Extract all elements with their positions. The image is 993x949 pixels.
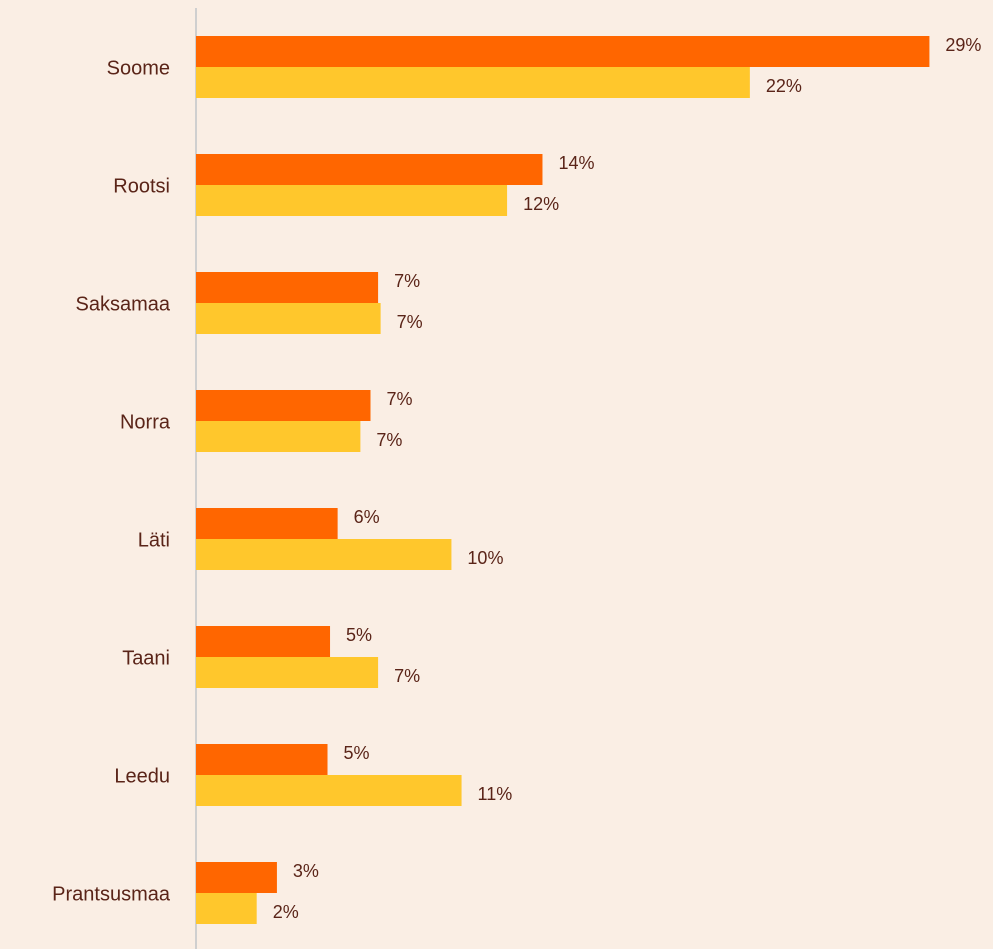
value-label: 29%	[945, 35, 981, 55]
bar	[196, 744, 328, 775]
category-label: Prantsusmaa	[52, 883, 171, 905]
bar	[196, 421, 361, 452]
bar	[196, 185, 508, 216]
bar	[196, 390, 371, 421]
bar	[196, 154, 543, 185]
value-label: 5%	[344, 743, 370, 763]
value-label: 10%	[467, 548, 503, 568]
category-label: Rootsi	[113, 175, 170, 197]
value-label: 6%	[354, 507, 380, 527]
bar	[196, 303, 381, 334]
value-label: 3%	[293, 861, 319, 881]
value-label: 2%	[273, 902, 299, 922]
value-label: 14%	[558, 153, 594, 173]
category-label: Taani	[122, 647, 170, 669]
category-label: Norra	[120, 411, 171, 433]
value-label: 11%	[478, 784, 513, 804]
value-label: 7%	[387, 389, 413, 409]
category-label: Leedu	[114, 765, 170, 787]
value-label: 22%	[766, 76, 802, 96]
value-label: 7%	[394, 666, 420, 686]
bar	[196, 36, 930, 67]
value-label: 7%	[394, 271, 420, 291]
bar	[196, 626, 331, 657]
bar	[196, 893, 257, 924]
value-label: 7%	[397, 312, 423, 332]
category-label: Saksamaa	[76, 293, 171, 315]
category-label: Läti	[138, 529, 170, 551]
value-label: 12%	[523, 194, 559, 214]
bar	[196, 539, 452, 570]
bar	[196, 862, 277, 893]
bar	[196, 67, 750, 98]
bar	[196, 657, 379, 688]
category-label: Soome	[107, 57, 170, 79]
bar	[196, 508, 338, 539]
value-label: 5%	[346, 625, 372, 645]
bar	[196, 272, 379, 303]
value-label: 7%	[376, 430, 402, 450]
bar	[196, 775, 462, 806]
